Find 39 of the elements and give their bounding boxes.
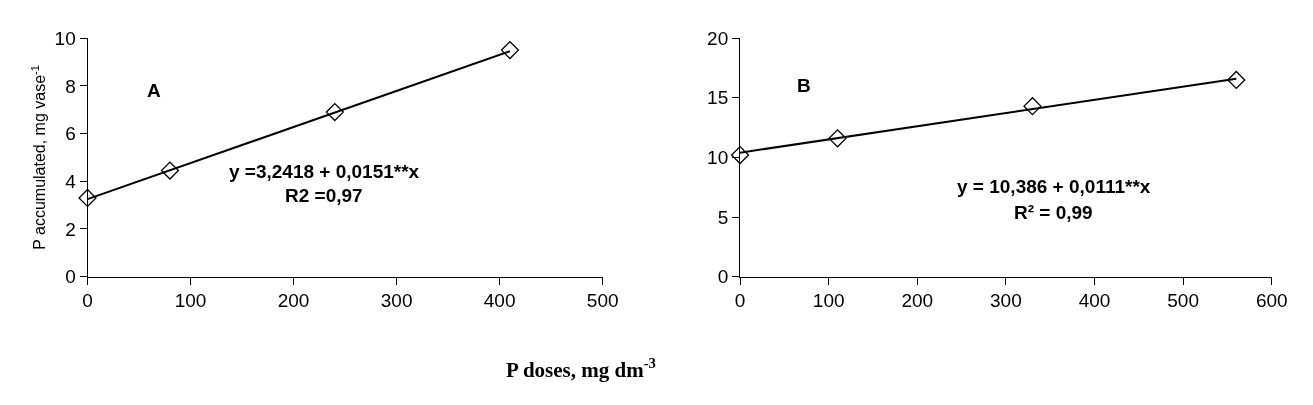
y-tick-label: 8	[65, 75, 76, 97]
point	[730, 145, 750, 165]
point	[325, 103, 344, 122]
annotation: y = 10,386 + 0,0111**x	[957, 176, 1151, 197]
point	[500, 41, 520, 60]
x-tick-label: 200	[277, 290, 310, 312]
y-tick-label: 0	[65, 266, 76, 288]
x-tick-label: 100	[174, 290, 207, 312]
point	[78, 188, 97, 208]
annotation: R² = 0,99	[1014, 202, 1093, 223]
annotation: B	[797, 75, 811, 96]
x-tick-label: 500	[1167, 290, 1199, 312]
y-tick-label: 10	[707, 147, 729, 169]
y-tick-label: 6	[65, 123, 76, 145]
y-tick-label: 0	[717, 266, 729, 288]
y-tick-label: 5	[717, 206, 729, 228]
point	[1023, 97, 1042, 116]
annotation: A	[147, 80, 161, 101]
x-tick-label: 0	[734, 290, 746, 312]
y-tick-label: 15	[707, 87, 729, 109]
y-tick-label: 4	[65, 170, 77, 192]
y-tick-label: 10	[54, 27, 76, 49]
x-tick-label: 400	[1078, 290, 1111, 312]
point	[828, 129, 847, 148]
y-tick-label: 20	[707, 27, 729, 49]
x-tick-label: 600	[1255, 290, 1288, 312]
y-tick-label: 2	[65, 218, 76, 240]
point	[160, 161, 180, 180]
annotation: R2 =0,97	[285, 185, 363, 206]
x-tick-label: 500	[586, 290, 619, 312]
x-tick-label: 400	[483, 290, 516, 312]
point	[1227, 70, 1246, 90]
x-tick-label: 0	[82, 290, 93, 312]
annotation: y =3,2418 + 0,0151**x	[229, 161, 420, 182]
x-axis-title: P doses, mg dm$^{-3}$	[506, 355, 656, 382]
x-tick-label: 100	[812, 290, 845, 312]
x-tick-label: 200	[901, 290, 934, 312]
x-tick-label: 300	[990, 290, 1022, 312]
x-tick-label: 300	[380, 290, 413, 312]
